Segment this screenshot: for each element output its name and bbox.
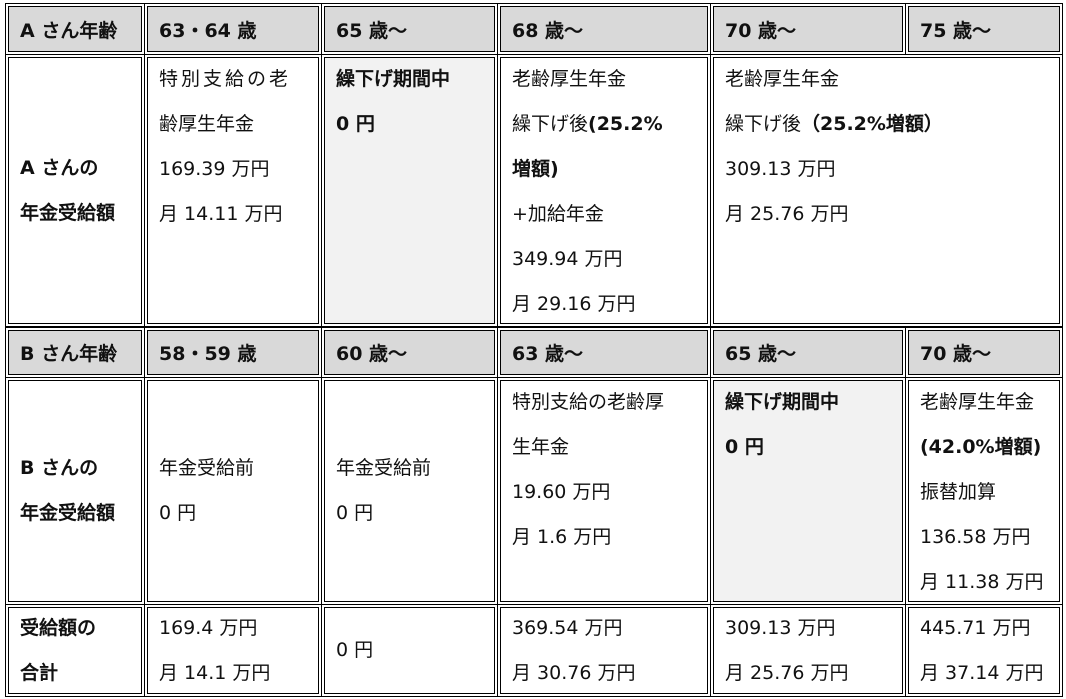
a-63-cell: 特別支給の老 齢厚生年金 169.39 万円 月 14.11 万円	[144, 54, 322, 327]
cell-text: 63・64 歳	[159, 19, 257, 42]
cell-text: 169.4 万円	[159, 616, 258, 639]
cell-text: 169.39 万円	[159, 158, 270, 180]
cell-text: 0 円	[336, 502, 374, 524]
cell-text: 繰下げ期間中	[725, 391, 840, 413]
total-cell-5: 445.71 万円 月 37.14 万円	[905, 604, 1063, 697]
cell-text: 65 歳〜	[725, 343, 797, 365]
cell-text: 繰下げ後	[512, 113, 589, 135]
total-cell-1: 169.4 万円 月 14.1 万円	[144, 604, 322, 697]
cell-text: 60 歳〜	[336, 343, 408, 365]
cell-text: 月 30.76 万円	[512, 661, 636, 684]
cell-text: 生年金	[512, 436, 570, 458]
total-label: 受給額の 合計	[5, 604, 145, 697]
cell-text: 68 歳〜	[512, 19, 584, 42]
cell-text: 0 円	[336, 113, 375, 135]
b-65-cell: 繰下げ期間中 0 円	[710, 377, 906, 605]
b-58-cell: 年金受給前 0 円	[144, 377, 322, 605]
cell-text: 0 円	[336, 639, 374, 661]
cell-text: B さん年齢	[20, 343, 118, 365]
a-age-63: 63・64 歳	[144, 3, 322, 55]
cell-text: 445.71 万円	[920, 616, 1031, 639]
cell-text: 309.13 万円	[725, 616, 836, 639]
cell-text: B さんの	[20, 457, 99, 479]
b-age-60: 60 歳〜	[321, 327, 498, 378]
cell-text: 75 歳〜	[920, 19, 992, 42]
cell-text: (25.2%	[588, 113, 663, 135]
cell-text: 70 歳〜	[920, 343, 992, 365]
cell-text: 309.13 万円	[725, 158, 836, 180]
cell-text: 年金受給額	[20, 201, 116, 224]
b-63-cell: 特別支給の老齢厚 生年金 19.60 万円 月 1.6 万円	[497, 377, 711, 605]
a-age-68: 68 歳〜	[497, 3, 711, 55]
cell-text: 老齢厚生年金	[725, 68, 840, 90]
cell-text: 年金受給額	[20, 502, 116, 524]
cell-text: 月 37.14 万円	[920, 661, 1044, 684]
cell-text: 月 14.11 万円	[159, 203, 283, 225]
a-row-label: A さんの 年金受給額	[5, 54, 145, 327]
cell-text: A さん年齢	[20, 19, 118, 42]
cell-text: 136.58 万円	[920, 526, 1031, 548]
b-60-cell: 年金受給前 0 円	[321, 377, 498, 605]
cell-text: +加給年金	[512, 203, 604, 225]
cell-text: 月 11.38 万円	[920, 571, 1044, 593]
a-68-cell: 老齢厚生年金 繰下げ後(25.2% 増額) +加給年金 349.94 万円 月 …	[497, 54, 711, 327]
cell-text: 0 円	[725, 436, 764, 458]
total-cell-4: 309.13 万円 月 25.76 万円	[710, 604, 906, 697]
cell-text: 繰下げ後	[725, 113, 802, 135]
cell-text: 特別支給の老	[159, 68, 292, 90]
b-age-label: B さん年齢	[5, 327, 145, 378]
total-cell-3: 369.54 万円 月 30.76 万円	[497, 604, 711, 697]
cell-text: (42.0%増額)	[920, 436, 1042, 458]
cell-text: 月 29.16 万円	[512, 293, 636, 315]
b-row-label: B さんの 年金受給額	[5, 377, 145, 605]
a-age-65: 65 歳〜	[321, 3, 498, 55]
a-age-70: 70 歳〜	[710, 3, 906, 55]
a-70-75-cell: 老齢厚生年金 繰下げ後（25.2%増額） 309.13 万円 月 25.76 万…	[710, 54, 1063, 327]
cell-text: 63 歳〜	[512, 343, 584, 365]
cell-text: 繰下げ後(25.2%	[512, 102, 710, 147]
b-age-70: 70 歳〜	[905, 327, 1063, 378]
cell-text: 振替加算	[920, 481, 997, 503]
cell-text: 年金受給前	[159, 457, 255, 479]
b-age-65: 65 歳〜	[710, 327, 906, 378]
cell-text: 65 歳〜	[336, 19, 408, 42]
cell-text: 月 25.76 万円	[725, 203, 849, 225]
a-age-75: 75 歳〜	[905, 3, 1063, 55]
cell-text: 受給額の	[20, 616, 97, 639]
cell-text: 合計	[20, 661, 59, 684]
cell-text: 369.54 万円	[512, 616, 623, 639]
cell-text: 月 14.1 万円	[159, 661, 271, 684]
cell-text: A さんの	[20, 156, 99, 179]
a-65-cell: 繰下げ期間中 0 円	[321, 54, 498, 327]
cell-text: 繰下げ後（25.2%増額）	[725, 102, 1062, 147]
b-70-cell: 老齢厚生年金 (42.0%増額) 振替加算 136.58 万円 月 11.38 …	[905, 377, 1063, 605]
cell-text: 特別支給の老齢厚	[512, 391, 665, 413]
cell-text: 58・59 歳	[159, 343, 257, 365]
b-age-63: 63 歳〜	[497, 327, 711, 378]
a-age-label: A さん年齢	[5, 3, 145, 55]
cell-text: 349.94 万円	[512, 248, 623, 270]
cell-text: 月 1.6 万円	[512, 526, 612, 548]
cell-text: 19.60 万円	[512, 481, 611, 503]
cell-text: 月 25.76 万円	[725, 661, 849, 684]
cell-text: 年金受給前	[336, 457, 432, 479]
cell-text: 老齢厚生年金	[920, 391, 1035, 413]
cell-text: 老齢厚生年金	[512, 68, 627, 90]
total-cell-2: 0 円	[321, 604, 498, 697]
b-age-58: 58・59 歳	[144, 327, 322, 378]
cell-text: 齢厚生年金	[159, 113, 255, 135]
cell-text: 繰下げ期間中	[336, 68, 451, 90]
cell-text: 増額)	[512, 158, 559, 180]
cell-text: 70 歳〜	[725, 19, 797, 42]
cell-text: 0 円	[159, 502, 197, 524]
cell-text: （25.2%増額）	[801, 113, 943, 135]
